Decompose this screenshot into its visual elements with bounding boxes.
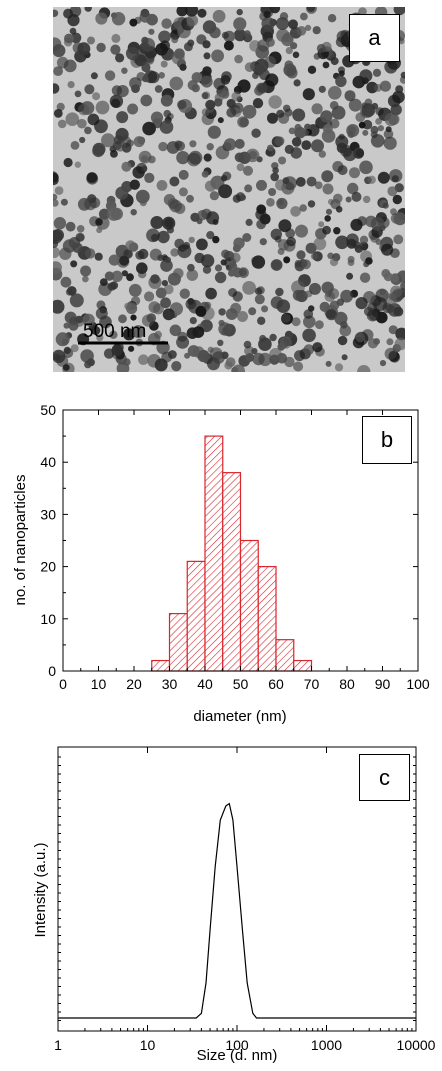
x-axis-label: diameter (nm): [193, 708, 286, 725]
tem-image: 500 nm: [53, 7, 405, 372]
panel-label-a: a: [349, 14, 400, 62]
y-axis-label: no. of nanoparticles: [12, 475, 29, 606]
y-tick-label: 40: [40, 454, 56, 470]
series-line-intensity: [58, 802, 416, 1019]
x-tick-label: 50: [233, 676, 249, 692]
panel-label-b: b: [362, 416, 412, 464]
x-tick-label: 1: [54, 1037, 62, 1053]
x-tick-label: 100: [406, 676, 430, 692]
x-tick-label: 0: [59, 676, 67, 692]
histogram-chart: 0 10 20 30 40 50 60 70 80 90 100 0 10 20 30 40 50 diamet…: [12, 402, 430, 725]
x-tick-label: 20: [126, 676, 142, 692]
x-tick-label: 90: [375, 676, 391, 692]
x-tick-label: 70: [304, 676, 320, 692]
x-tick-label: 10000: [397, 1037, 436, 1053]
y-tick-label: 50: [40, 402, 56, 418]
x-tick-label: 60: [268, 676, 284, 692]
x-tick-label: 10: [140, 1037, 156, 1053]
x-tick-label: 80: [339, 676, 355, 692]
panel-label-c: c: [359, 754, 410, 801]
x-tick-label: 100: [225, 1037, 249, 1053]
x-tick-label: 10: [91, 676, 107, 692]
x-tick-label: 1000: [311, 1037, 342, 1053]
y-tick-label: 10: [40, 611, 56, 627]
scale-bar-label: 500 nm: [83, 321, 146, 342]
x-tick-label: 30: [162, 676, 178, 692]
y-tick-label: 0: [48, 663, 56, 679]
y-tick-label: 20: [40, 559, 56, 575]
y-tick-label: 30: [40, 506, 56, 522]
x-tick-label: 40: [197, 676, 213, 692]
x-axis-label: Size (d. nm): [197, 1047, 278, 1064]
tem-micrograph: 500 nm: [53, 7, 405, 372]
y-axis-label: Intensity (a.u.): [32, 842, 49, 937]
